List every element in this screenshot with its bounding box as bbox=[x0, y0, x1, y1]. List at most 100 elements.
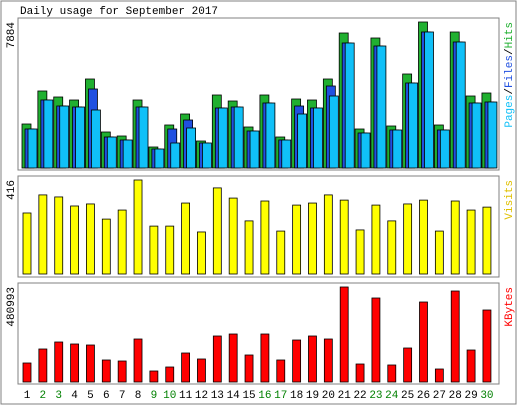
bar bbox=[487, 101, 498, 169]
bar bbox=[292, 204, 302, 275]
bar bbox=[424, 31, 434, 169]
y-tick-label: 416 bbox=[6, 180, 18, 200]
bar bbox=[308, 202, 317, 275]
bar bbox=[371, 204, 381, 275]
legend-entry: KBytes bbox=[504, 287, 516, 327]
x-tick-label: 16 bbox=[258, 390, 271, 402]
x-tick-label: 1 bbox=[24, 390, 31, 402]
bar bbox=[212, 335, 222, 383]
legend-entry: Hits bbox=[504, 22, 516, 48]
bar bbox=[149, 370, 159, 383]
bar bbox=[165, 225, 175, 275]
x-tick-label: 27 bbox=[433, 390, 446, 402]
bar bbox=[186, 127, 197, 169]
x-tick-label: 24 bbox=[385, 390, 399, 402]
bar bbox=[228, 333, 238, 383]
bar bbox=[260, 333, 270, 383]
x-tick-label: 20 bbox=[322, 390, 335, 402]
bar bbox=[202, 142, 212, 169]
x-tick-label: 10 bbox=[163, 390, 176, 402]
bar bbox=[122, 139, 133, 169]
bar bbox=[70, 205, 79, 275]
x-tick-label: 18 bbox=[290, 390, 303, 402]
bar bbox=[439, 129, 450, 169]
bar bbox=[276, 359, 286, 383]
legend-entry: Files bbox=[504, 55, 516, 88]
x-tick-label: 30 bbox=[480, 390, 493, 402]
x-tick-label: 15 bbox=[242, 390, 255, 402]
bar bbox=[355, 229, 365, 275]
bar bbox=[323, 338, 333, 383]
bar bbox=[212, 187, 222, 275]
bar bbox=[233, 106, 244, 169]
x-tick-label: 29 bbox=[464, 390, 477, 402]
x-tick-label: 12 bbox=[195, 390, 208, 402]
x-tick-label: 21 bbox=[338, 390, 352, 402]
bar bbox=[181, 352, 191, 383]
bar bbox=[408, 82, 419, 169]
chart-title: Daily usage for September 2017 bbox=[20, 6, 218, 18]
bar bbox=[265, 102, 276, 169]
x-tick-label: 17 bbox=[274, 390, 287, 402]
bar bbox=[339, 286, 349, 383]
x-tick-label: 2 bbox=[40, 390, 47, 402]
legend: Visits bbox=[504, 180, 516, 220]
x-tick-label: 14 bbox=[227, 390, 241, 402]
bar bbox=[419, 301, 428, 383]
bar bbox=[344, 42, 355, 169]
bar bbox=[323, 194, 333, 275]
bar bbox=[38, 348, 48, 383]
x-tick-label: 5 bbox=[87, 390, 94, 402]
bar bbox=[43, 99, 54, 169]
bar bbox=[360, 132, 371, 169]
x-tick-label: 26 bbox=[417, 390, 430, 402]
bar bbox=[276, 230, 286, 275]
x-tick-label: 4 bbox=[71, 390, 78, 402]
bar bbox=[59, 105, 70, 169]
bar bbox=[133, 338, 143, 383]
bar bbox=[38, 194, 48, 275]
x-tick-label: 8 bbox=[135, 390, 142, 402]
x-tick-label: 25 bbox=[401, 390, 414, 402]
bar bbox=[376, 45, 387, 169]
bar bbox=[249, 130, 260, 169]
bar bbox=[54, 341, 64, 383]
bar bbox=[22, 212, 32, 275]
legend-separator: / bbox=[504, 48, 516, 55]
x-tick-label: 7 bbox=[119, 390, 126, 402]
bar bbox=[434, 368, 444, 383]
bar bbox=[450, 200, 460, 275]
bar bbox=[392, 129, 403, 169]
bar bbox=[450, 290, 460, 383]
bar bbox=[70, 343, 79, 383]
bar bbox=[54, 196, 64, 275]
bar bbox=[117, 360, 127, 383]
bar bbox=[403, 347, 413, 383]
bar bbox=[181, 202, 191, 275]
bar bbox=[165, 366, 175, 383]
legend: Pages/Files/Hits bbox=[504, 22, 516, 128]
panel-frame bbox=[17, 175, 500, 278]
bar bbox=[117, 209, 127, 275]
y-tick-label: 7884 bbox=[6, 22, 18, 49]
x-tick-label: 13 bbox=[211, 390, 224, 402]
x-tick-label: 22 bbox=[353, 390, 366, 402]
bar bbox=[419, 199, 428, 275]
bar bbox=[371, 297, 381, 383]
bar bbox=[482, 309, 492, 383]
bar bbox=[138, 106, 149, 169]
bar bbox=[339, 199, 349, 275]
x-tick-label: 28 bbox=[449, 390, 462, 402]
x-tick-label: 23 bbox=[369, 390, 382, 402]
bar bbox=[27, 128, 38, 169]
x-tick-label: 3 bbox=[55, 390, 62, 402]
bar bbox=[170, 142, 181, 169]
bar bbox=[281, 139, 292, 169]
bar bbox=[308, 335, 317, 383]
bar bbox=[466, 209, 476, 275]
bar bbox=[106, 136, 117, 169]
x-tick-label: 6 bbox=[103, 390, 110, 402]
bar bbox=[22, 362, 32, 383]
x-tick-label: 9 bbox=[151, 390, 158, 402]
